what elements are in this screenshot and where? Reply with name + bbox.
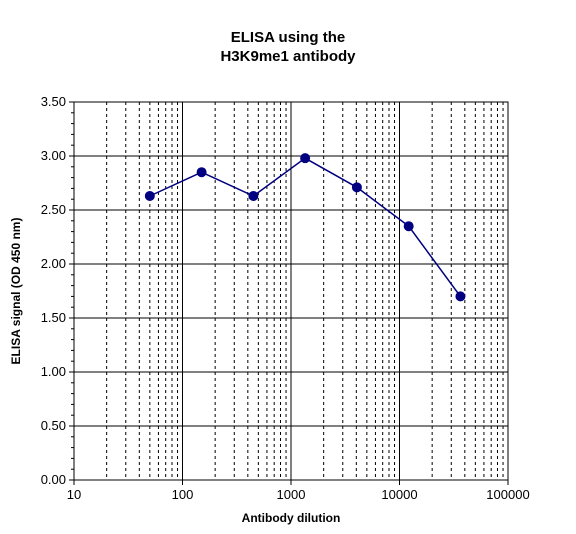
y-tick-label: 0.00 (41, 472, 66, 487)
data-point (248, 190, 259, 201)
y-tick-label: 3.00 (41, 148, 66, 163)
y-tick-label: 1.50 (41, 310, 66, 325)
x-tick-label: 10 (67, 487, 81, 502)
series-line (149, 157, 462, 297)
x-axis-label: Antibody dilution (242, 511, 341, 525)
x-tick-label: 100000 (486, 487, 529, 502)
y-tick-label: 2.00 (41, 256, 66, 271)
y-tick-label: 1.00 (41, 364, 66, 379)
x-tick-label: 1000 (277, 487, 306, 502)
series-layer (144, 153, 466, 302)
data-point (455, 291, 466, 302)
x-tick-label: 100 (172, 487, 194, 502)
axis-tick-labels: 0.00 0.50 1.00 1.50 2.00 2.50 3.00 3.50 10 100 100… (41, 94, 530, 502)
x-tick-label: 10000 (381, 487, 417, 502)
data-point (351, 182, 362, 193)
data-point (196, 167, 207, 178)
y-tick-label: 0.50 (41, 418, 66, 433)
chart-title-line-2: H3K9me1 antibody (220, 48, 356, 65)
y-axis-label: ELISA signal (OD 450 nm) (9, 218, 23, 365)
data-point (300, 153, 311, 164)
grid-lines (74, 102, 508, 480)
axis-ticks (69, 101, 509, 485)
y-tick-label: 2.50 (41, 202, 66, 217)
data-point (144, 190, 155, 201)
data-point (403, 221, 414, 232)
chart-title-line-1: ELISA using the (231, 29, 345, 46)
y-tick-label: 3.50 (41, 94, 66, 109)
